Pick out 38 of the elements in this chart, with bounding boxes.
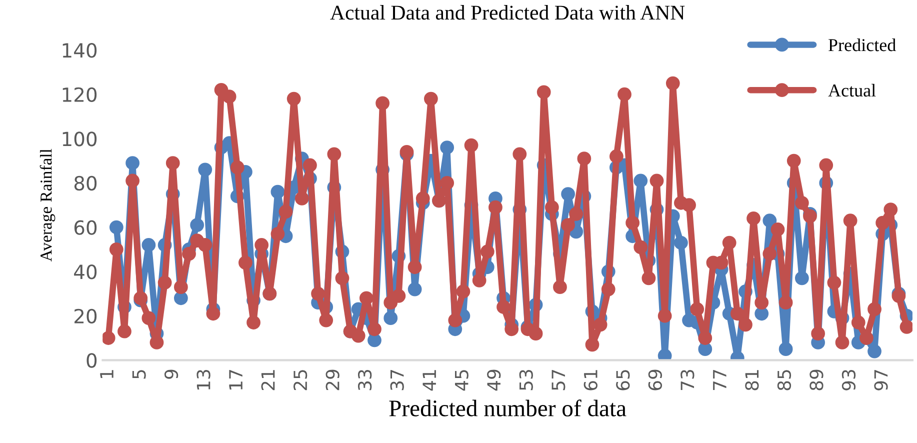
x-tick-label: 57 bbox=[552, 370, 566, 390]
x-tick-label: 73 bbox=[680, 370, 694, 390]
x-tick-label: 29 bbox=[326, 370, 340, 390]
legend-label: Actual bbox=[828, 84, 876, 97]
x-tick-label: 5 bbox=[132, 370, 146, 379]
x-tick-label: 77 bbox=[713, 370, 726, 390]
x-tick-label: 89 bbox=[810, 370, 824, 390]
y-tick-label: 120 bbox=[62, 87, 97, 102]
y-tick-label: 80 bbox=[74, 176, 97, 191]
y-tick-label: 100 bbox=[62, 132, 97, 146]
x-tick-label: 49 bbox=[487, 370, 501, 391]
x-tick-label: 17 bbox=[229, 370, 242, 390]
legend-label: Predicted bbox=[828, 38, 896, 52]
x-tick-label: 37 bbox=[390, 370, 404, 390]
y-tick-label: 140 bbox=[62, 43, 97, 58]
x-tick-label: 93 bbox=[842, 370, 856, 390]
x-tick-label: 33 bbox=[358, 370, 372, 390]
x-tick-label: 69 bbox=[648, 370, 662, 390]
x-tick-label: 85 bbox=[777, 370, 792, 390]
y-tick-label: 40 bbox=[74, 264, 97, 280]
y-tick-label: 60 bbox=[74, 220, 97, 235]
x-tick-label: 81 bbox=[745, 370, 759, 390]
x-tick-label: 25 bbox=[293, 370, 308, 390]
y-axis-title: Average Rainfall bbox=[40, 148, 56, 262]
x-tick-label: 21 bbox=[261, 370, 275, 390]
x-tick-label: 53 bbox=[519, 370, 533, 390]
y-tick-label: 20 bbox=[74, 308, 97, 324]
x-tick-label: 65 bbox=[616, 370, 630, 390]
x-tick-label: 1 bbox=[100, 370, 114, 378]
x-tick-label: 9 bbox=[164, 370, 178, 379]
x-tick-label: 41 bbox=[422, 370, 436, 391]
x-tick-label: 45 bbox=[455, 370, 468, 391]
x-axis-title: Predicted number of data bbox=[389, 400, 626, 416]
x-tick-label: 13 bbox=[196, 370, 210, 390]
x-tick-label: 61 bbox=[584, 370, 598, 390]
y-tick-label: 0 bbox=[86, 353, 97, 368]
x-tick-label: 97 bbox=[874, 370, 888, 390]
chart-title: Actual Data and Predicted Data with ANN bbox=[330, 5, 685, 20]
